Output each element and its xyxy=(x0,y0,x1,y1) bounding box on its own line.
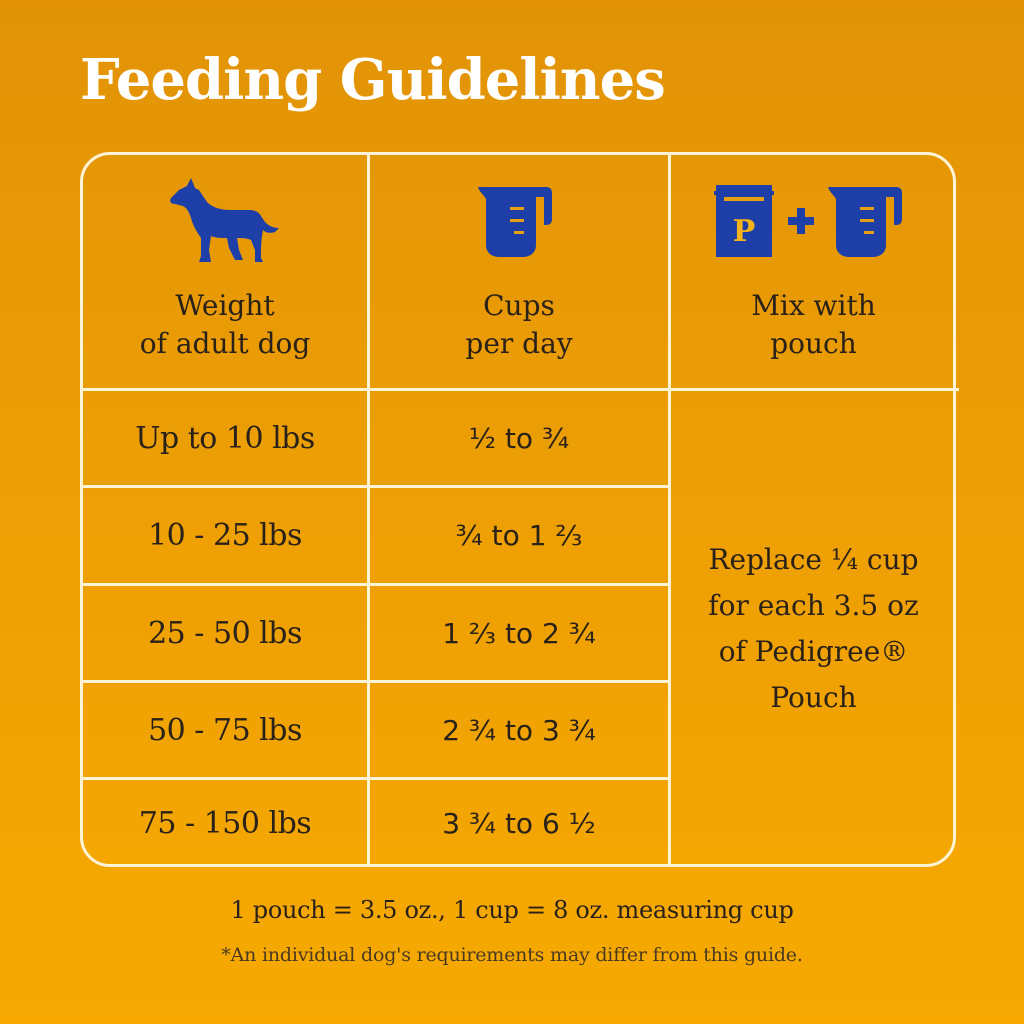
disclaimer: *An individual dog's requirements may di… xyxy=(221,944,803,966)
weight-cell: 25 - 50 lbs xyxy=(148,615,302,651)
row-divider xyxy=(83,583,670,586)
header-label-cups: Cups per day xyxy=(465,289,573,360)
row-divider xyxy=(83,680,670,683)
cups-cell: 1 ⅔ to 2 ¾ xyxy=(442,616,596,650)
header-mix: P Mix with pouch xyxy=(671,155,956,390)
weight-cell: Up to 10 lbs xyxy=(135,420,315,456)
weight-cell: 75 - 150 lbs xyxy=(138,806,312,841)
measuring-cup-icon xyxy=(827,187,902,257)
measurement-note: 1 pouch = 3.5 oz., 1 cup = 8 oz. measuri… xyxy=(230,896,794,924)
weight-cell: 10 - 25 lbs xyxy=(148,518,302,553)
header-label-mix: Mix with pouch xyxy=(751,289,876,360)
header-weight: Weight of adult dog xyxy=(83,155,367,390)
column-divider xyxy=(668,155,671,864)
header-divider xyxy=(83,388,959,391)
pouch-icon: P xyxy=(713,185,774,257)
row-divider xyxy=(83,485,670,488)
cups-cell: ¾ to 1 ⅔ xyxy=(455,519,583,552)
cups-cell: 3 ¾ to 6 ½ xyxy=(442,807,596,840)
cups-cell: ½ to ¾ xyxy=(468,421,570,455)
column-divider xyxy=(367,155,370,864)
page-title: Feeding Guidelines xyxy=(80,47,666,113)
svg-text:P: P xyxy=(732,214,755,249)
mix-instruction: Replace ¼ cup for each 3.5 oz of Pedigre… xyxy=(708,543,919,714)
pouch-plus-cup-icon: P xyxy=(713,177,914,265)
weight-cell: 50 - 75 lbs xyxy=(148,712,302,748)
cups-cell: 2 ¾ to 3 ¾ xyxy=(442,713,596,747)
row-divider xyxy=(83,777,670,780)
plus-icon xyxy=(787,208,814,234)
header-cups: Cups per day xyxy=(370,155,668,390)
dog-icon xyxy=(169,177,281,265)
feeding-table: Weight of adult dog Cups per day P xyxy=(80,152,959,867)
measuring-cup-icon xyxy=(476,177,562,265)
header-label-weight: Weight of adult dog xyxy=(139,289,311,360)
